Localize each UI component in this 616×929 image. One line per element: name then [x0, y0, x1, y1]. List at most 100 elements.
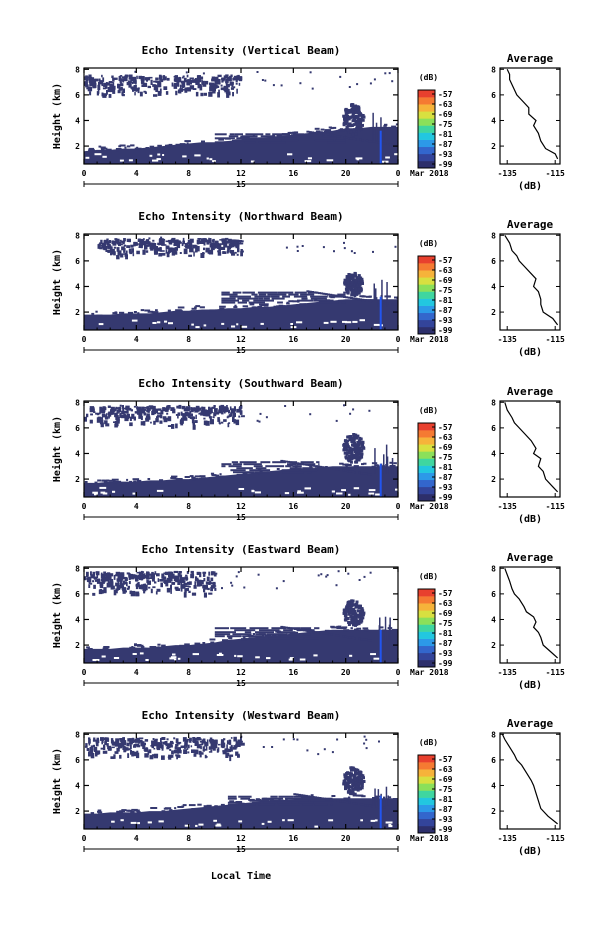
scattered-echo	[179, 252, 182, 254]
upper-cloud-echo	[122, 405, 124, 412]
convective-echo	[357, 439, 361, 443]
convective-echo	[351, 780, 355, 784]
upper-cloud-echo	[233, 241, 238, 247]
upper-cloud-echo	[113, 421, 116, 423]
upper-cloud-echo	[183, 407, 188, 412]
x-tick-label: 16	[289, 502, 299, 511]
upper-cloud-echo	[222, 240, 225, 245]
upper-cloud-echo	[146, 579, 149, 583]
slanted-echo	[373, 805, 377, 808]
upper-cloud-echo	[144, 753, 149, 758]
upper-cloud-echo	[191, 416, 194, 420]
colorbar-tick-label: -81	[438, 795, 453, 804]
colorbar-tick-label: -75	[438, 619, 453, 628]
upper-cloud-echo	[85, 81, 88, 86]
upper-cloud-echo	[125, 254, 128, 260]
echo-speckle	[359, 295, 362, 298]
echo-gap	[375, 493, 381, 496]
upper-cloud-echo	[120, 253, 124, 258]
upper-cloud-echo	[193, 585, 197, 589]
y-tick-label: 8	[75, 398, 80, 407]
slanted-echo	[313, 291, 317, 294]
echo-speckle	[119, 144, 126, 147]
upper-cloud-echo	[175, 754, 180, 757]
mid-layer-echo	[258, 141, 270, 144]
upper-cloud-echo	[116, 255, 120, 260]
echo-gap	[98, 323, 104, 326]
echo-gap	[85, 156, 90, 159]
upper-cloud-echo	[123, 76, 128, 82]
upper-cloud-echo	[217, 243, 222, 249]
echo-speckle	[381, 629, 387, 632]
echo-speckle	[391, 628, 398, 631]
colorbar-tick-label: -81	[438, 130, 453, 139]
colorbar-segment	[418, 263, 435, 271]
upper-cloud-echo	[193, 753, 197, 757]
upper-cloud-echo	[212, 416, 215, 419]
upper-cloud-echo	[183, 749, 188, 754]
upper-cloud-echo	[185, 588, 189, 592]
convective-echo	[352, 289, 356, 293]
mid-layer-echo	[277, 135, 297, 138]
mid-layer-echo	[310, 297, 327, 300]
upper-cloud-echo	[170, 407, 175, 411]
upper-cloud-echo	[182, 583, 186, 589]
mid-layer-echo	[269, 799, 279, 802]
mid-layer-echo	[277, 291, 294, 294]
convective-echo	[360, 784, 364, 787]
upper-cloud-echo	[238, 75, 240, 78]
echo-speckle	[286, 301, 289, 304]
upper-cloud-echo	[177, 579, 181, 585]
slanted-echo	[300, 794, 304, 797]
echo-gap	[177, 657, 181, 660]
upper-cloud-echo	[138, 246, 142, 248]
upper-cloud-echo	[228, 739, 232, 745]
echo-speckle	[233, 306, 238, 309]
upper-cloud-echo	[104, 415, 107, 420]
echo-speckle	[88, 147, 95, 150]
scattered-echo	[282, 738, 285, 741]
upper-cloud-echo	[159, 247, 162, 252]
y-axis-label: Height (km)	[51, 83, 63, 149]
echo-speckle	[339, 128, 343, 131]
x-tick-label: 20	[341, 335, 351, 344]
mid-layer-echo	[255, 633, 267, 636]
upper-cloud-echo	[185, 585, 190, 588]
mid-layer-echo	[252, 801, 261, 804]
upper-cloud-echo	[190, 745, 193, 748]
scattered-echo	[333, 250, 335, 253]
echo-speckle	[97, 479, 101, 482]
echo-speckle	[202, 642, 206, 644]
echo-speckle	[218, 138, 224, 141]
panel-4: Echo Intensity (Westward Beam)0 4 8 12 16 20 0…	[51, 709, 565, 857]
average-y-tick-label: 2	[491, 475, 496, 484]
slanted-echo	[306, 290, 310, 293]
upper-cloud-echo	[88, 580, 91, 583]
convective-echo	[351, 455, 355, 459]
scattered-echo	[146, 79, 148, 82]
upper-cloud-echo	[115, 738, 120, 744]
upper-cloud-echo	[90, 752, 95, 759]
scattered-echo	[175, 248, 178, 251]
upper-cloud-echo	[212, 571, 216, 575]
mid-layer-echo	[260, 135, 274, 138]
upper-cloud-echo	[210, 744, 214, 749]
echo-speckle	[194, 306, 197, 309]
upper-cloud-echo	[113, 85, 116, 90]
scattered-echo	[391, 80, 394, 83]
convective-echo	[361, 445, 365, 449]
colorbar-segment	[418, 762, 435, 770]
slanted-echo	[282, 460, 286, 463]
edge-echo	[383, 454, 385, 474]
slanted-echo	[345, 296, 349, 299]
upper-cloud-echo	[118, 572, 122, 578]
mid-layer-echo	[249, 469, 271, 472]
convective-echo	[344, 781, 348, 785]
upper-cloud-echo	[212, 582, 216, 586]
echo-gap	[323, 321, 329, 324]
convective-echo	[349, 457, 353, 461]
colorbar-tick-label: -57	[438, 755, 453, 764]
upper-cloud-echo	[169, 571, 174, 574]
scattered-echo	[115, 406, 118, 409]
upper-cloud-echo	[172, 248, 177, 253]
